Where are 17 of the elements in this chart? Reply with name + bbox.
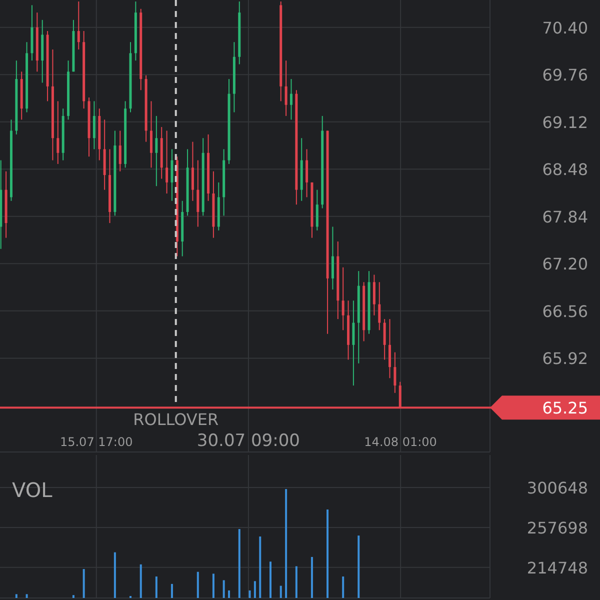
y-tick-label: 300648 bbox=[526, 478, 588, 498]
ref-line-label: ROLLOVER bbox=[133, 410, 219, 429]
ref-line-label: 65.25 bbox=[542, 398, 588, 418]
y-tick-label: 214748 bbox=[526, 558, 588, 578]
y-tick-label: 69.76 bbox=[542, 66, 588, 85]
y-tick-label: 68.48 bbox=[542, 160, 588, 180]
x-tick-label: 14.08 01:00 bbox=[364, 435, 437, 449]
x-tick-label: 30.07 09:00 bbox=[196, 431, 300, 451]
y-tick-label: 67.20 bbox=[542, 254, 588, 274]
y-tick-label: 257698 bbox=[526, 518, 588, 538]
x-tick-label: 15.07 17:00 bbox=[60, 435, 133, 449]
y-tick-label: 70.40 bbox=[542, 18, 588, 38]
y-tick-label: 65.92 bbox=[542, 349, 588, 368]
text: VOL bbox=[12, 478, 54, 502]
y-tick-label: 66.56 bbox=[542, 302, 588, 321]
y-tick-label: 67.84 bbox=[542, 207, 588, 226]
y-tick-label: 69.12 bbox=[542, 112, 588, 132]
